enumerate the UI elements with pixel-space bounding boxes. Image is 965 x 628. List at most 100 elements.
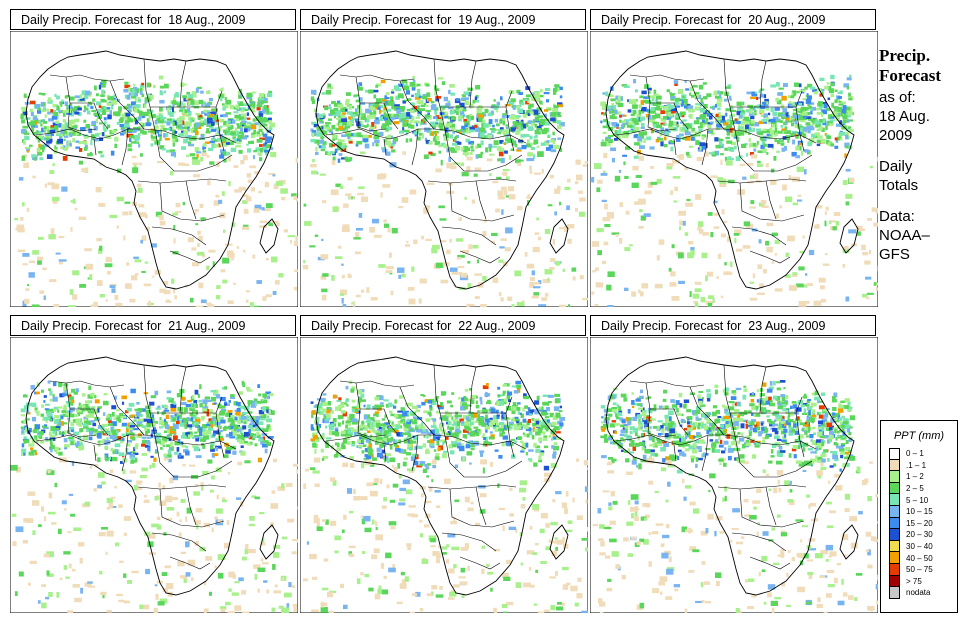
precip-cell [163, 418, 166, 423]
precip-cell [183, 122, 187, 127]
precip-cell [571, 267, 577, 272]
precip-cell [389, 113, 395, 117]
precip-cell [266, 257, 269, 261]
precip-cell [169, 126, 172, 132]
precip-cell [731, 141, 737, 146]
precip-cell [90, 140, 93, 146]
precip-cell [834, 108, 840, 113]
precip-cell [806, 283, 813, 286]
precip-cell [110, 430, 113, 436]
precip-cell [398, 448, 404, 453]
precip-cell [566, 205, 570, 211]
precip-cell [185, 446, 189, 449]
precip-cell [800, 112, 807, 117]
precip-cell [169, 477, 174, 484]
precip-cell [552, 239, 556, 245]
precip-cell [266, 418, 272, 423]
precip-cell [210, 390, 217, 393]
precip-cell [792, 202, 799, 206]
precip-cell [543, 113, 547, 118]
precip-cell [355, 118, 360, 123]
precip-cell [687, 252, 694, 259]
precip-cell [649, 146, 655, 150]
precip-cell [757, 130, 764, 136]
precip-cell [716, 138, 722, 142]
precip-cell [156, 438, 161, 442]
precip-cell [653, 123, 658, 128]
precip-cell [291, 193, 297, 197]
precip-cell [695, 140, 700, 146]
precip-cell [211, 417, 215, 421]
precip-cell [488, 143, 493, 149]
precip-cell [498, 196, 505, 200]
precip-cell [26, 518, 34, 523]
precip-cell [42, 267, 47, 271]
precip-cell [516, 89, 521, 94]
precip-cell [228, 119, 234, 124]
precip-cell [600, 173, 608, 176]
precip-cell [226, 131, 230, 136]
precip-cell [149, 464, 152, 469]
precip-cell [213, 453, 219, 456]
precip-cell [698, 128, 703, 132]
precip-cell [116, 430, 119, 434]
precip-cell [596, 228, 604, 233]
precip-cell [379, 116, 383, 121]
precip-cell [180, 435, 187, 439]
precip-cell [62, 392, 67, 396]
precip-cell [314, 113, 319, 118]
precip-cell [296, 469, 298, 474]
precip-cell [43, 126, 47, 130]
precip-cell [847, 126, 852, 129]
precip-cell [495, 208, 500, 213]
precip-cell [150, 395, 157, 399]
precip-cell [221, 499, 227, 503]
precip-cell [567, 304, 571, 307]
precip-cell [529, 103, 534, 108]
precip-cell [30, 449, 37, 453]
precip-cell [181, 444, 186, 448]
precip-cell [484, 393, 491, 397]
precip-cell [262, 147, 268, 151]
precip-cell [220, 606, 227, 610]
precip-cell [698, 84, 704, 90]
precip-cell [256, 104, 263, 108]
precip-cell [440, 159, 443, 166]
precip-cell [393, 85, 399, 90]
precip-cell [206, 124, 213, 127]
precip-cell [188, 128, 195, 131]
precip-cell [837, 107, 842, 112]
precip-cell [446, 412, 452, 418]
precip-cell [660, 131, 664, 134]
precip-cell [149, 109, 154, 113]
precip-cell [510, 148, 514, 151]
precip-cell [334, 148, 338, 153]
precip-cell [834, 89, 838, 92]
precip-cell [738, 115, 743, 119]
precip-cell [199, 203, 204, 208]
precip-cell [145, 226, 150, 231]
precip-cell [781, 116, 787, 119]
precip-cell [269, 393, 274, 397]
precip-cell [834, 107, 837, 112]
precip-cell [460, 272, 467, 278]
precip-cell [84, 140, 87, 145]
precip-cell [390, 146, 393, 149]
precip-cell [101, 132, 105, 137]
precip-cell [399, 130, 405, 134]
precip-cell [65, 410, 71, 416]
precip-cell [638, 104, 642, 109]
precip-cell [247, 400, 253, 405]
precip-cell [416, 121, 422, 124]
precip-cell [181, 146, 186, 150]
precip-cell [203, 101, 207, 104]
precip-cell [787, 139, 790, 143]
precip-cell [63, 422, 68, 425]
precip-cell [101, 481, 106, 485]
precip-cell [107, 413, 112, 418]
precip-cell [544, 269, 553, 275]
precip-cell [196, 151, 202, 154]
precip-cell [682, 129, 686, 133]
precip-cell [94, 399, 100, 404]
precip-cell [129, 138, 132, 142]
